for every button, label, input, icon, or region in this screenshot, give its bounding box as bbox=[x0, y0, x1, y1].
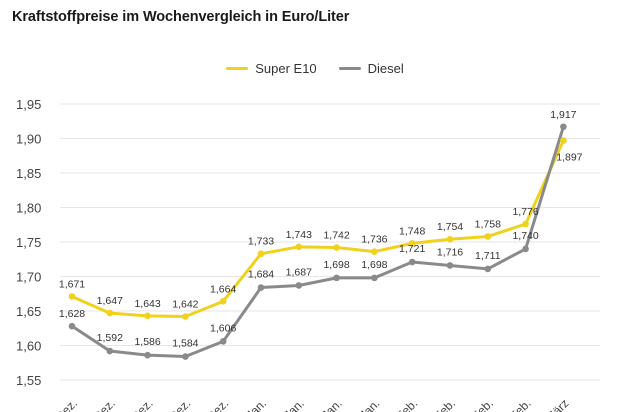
legend-label-super-e10: Super E10 bbox=[255, 61, 317, 76]
data-point-super-e10 bbox=[522, 220, 529, 228]
data-label-super-e10: 1,742 bbox=[323, 230, 349, 242]
data-point-super-e10 bbox=[484, 233, 492, 240]
data-label-super-e10: 1,671 bbox=[59, 279, 85, 291]
data-label-super-e10: 1,776 bbox=[512, 206, 538, 218]
data-label-super-e10: 1,736 bbox=[361, 234, 387, 246]
data-label-super-e10: 1,664 bbox=[210, 283, 236, 295]
data-label-diesel: 1,628 bbox=[59, 308, 85, 320]
legend-item-super-e10: Super E10 bbox=[226, 61, 317, 76]
x-tick-label: Dez. bbox=[128, 396, 155, 412]
x-tick-label: Jan. bbox=[243, 396, 269, 412]
data-label-super-e10: 1,754 bbox=[437, 221, 463, 233]
series-line-diesel bbox=[70, 125, 565, 359]
data-label-super-e10: 1,642 bbox=[172, 299, 198, 311]
data-label-diesel: 1,740 bbox=[512, 230, 538, 242]
data-point-diesel bbox=[257, 284, 265, 291]
x-tick-label: März bbox=[543, 396, 572, 412]
legend-label-diesel: Diesel bbox=[367, 61, 404, 76]
legend-item-diesel: Diesel bbox=[338, 61, 404, 76]
data-label-diesel: 1,687 bbox=[286, 266, 312, 278]
data-point-diesel bbox=[219, 338, 227, 345]
y-tick-label: 1,95 bbox=[16, 97, 41, 112]
data-label-super-e10: 1,748 bbox=[399, 225, 425, 237]
x-tick-label: Dez. bbox=[91, 396, 118, 412]
data-point-super-e10 bbox=[219, 298, 227, 305]
data-point-diesel bbox=[182, 353, 189, 360]
data-label-super-e10: 1,743 bbox=[286, 229, 312, 241]
data-label-diesel: 1,698 bbox=[361, 259, 387, 271]
x-tick-label: Dez. bbox=[166, 396, 193, 412]
chart-legend: Super E10 Diesel bbox=[0, 61, 630, 76]
data-point-diesel bbox=[371, 274, 378, 282]
x-tick-label: Feb. bbox=[431, 396, 458, 412]
x-tick-label: Jan. bbox=[319, 396, 345, 412]
data-point-diesel bbox=[446, 262, 454, 269]
y-tick-label: 1,90 bbox=[16, 132, 41, 147]
series-line-super-e10 bbox=[70, 139, 565, 319]
data-label-super-e10: 1,733 bbox=[248, 236, 274, 248]
data-label-super-e10: 1,647 bbox=[97, 295, 123, 307]
data-point-super-e10 bbox=[257, 250, 265, 258]
data-label-super-e10: 1,897 bbox=[556, 152, 582, 164]
data-label-diesel: 1,606 bbox=[210, 322, 236, 334]
y-tick-label: 1,55 bbox=[16, 373, 41, 388]
legend-swatch-super-e10 bbox=[226, 67, 249, 70]
data-point-diesel bbox=[408, 258, 416, 266]
data-label-super-e10: 1,643 bbox=[134, 298, 160, 310]
data-point-super-e10 bbox=[144, 312, 151, 320]
data-label-diesel: 1,698 bbox=[323, 259, 349, 271]
data-point-super-e10 bbox=[560, 137, 567, 144]
data-point-diesel bbox=[295, 282, 303, 289]
x-tick-label: Jan. bbox=[357, 396, 383, 412]
data-label-diesel: 1,584 bbox=[172, 338, 198, 350]
data-label-diesel: 1,711 bbox=[475, 250, 501, 262]
y-tick-label: 1,60 bbox=[16, 339, 41, 354]
y-tick-label: 1,85 bbox=[16, 166, 41, 181]
data-label-super-e10: 1,758 bbox=[475, 218, 501, 230]
data-point-super-e10 bbox=[68, 293, 76, 300]
data-point-super-e10 bbox=[333, 244, 340, 251]
data-point-super-e10 bbox=[408, 240, 416, 247]
data-point-diesel bbox=[484, 265, 492, 273]
data-label-diesel: 1,917 bbox=[550, 109, 576, 121]
x-tick-label: Jan. bbox=[281, 396, 307, 412]
x-tick-label: Dez. bbox=[53, 396, 80, 412]
legend-swatch-diesel bbox=[338, 67, 361, 70]
x-tick-label: Feb. bbox=[393, 396, 420, 412]
data-point-super-e10 bbox=[371, 248, 378, 255]
data-label-diesel: 1,592 bbox=[97, 332, 123, 344]
data-point-diesel bbox=[560, 123, 567, 131]
data-point-super-e10 bbox=[295, 243, 303, 251]
data-point-diesel bbox=[522, 245, 529, 253]
data-point-diesel bbox=[144, 351, 151, 359]
y-tick-label: 1,75 bbox=[16, 235, 41, 250]
data-label-diesel: 1,586 bbox=[134, 336, 160, 348]
x-tick-label: Dez. bbox=[204, 396, 231, 412]
x-tick-label: Feb. bbox=[507, 396, 534, 412]
data-point-diesel bbox=[106, 347, 114, 355]
data-point-diesel bbox=[68, 322, 76, 330]
data-point-super-e10 bbox=[446, 235, 454, 243]
data-point-diesel bbox=[333, 274, 340, 282]
chart-title: Kraftstoffpreise im Wochenvergleich in E… bbox=[12, 9, 350, 25]
data-point-super-e10 bbox=[106, 309, 114, 317]
y-tick-label: 1,80 bbox=[16, 201, 41, 216]
data-label-diesel: 1,684 bbox=[248, 269, 274, 281]
data-label-diesel: 1,721 bbox=[399, 243, 425, 255]
data-label-diesel: 1,716 bbox=[437, 246, 463, 258]
data-point-super-e10 bbox=[182, 313, 189, 320]
y-tick-label: 1,65 bbox=[16, 304, 41, 319]
x-tick-label: Feb. bbox=[469, 396, 496, 412]
y-tick-label: 1,70 bbox=[16, 270, 41, 285]
